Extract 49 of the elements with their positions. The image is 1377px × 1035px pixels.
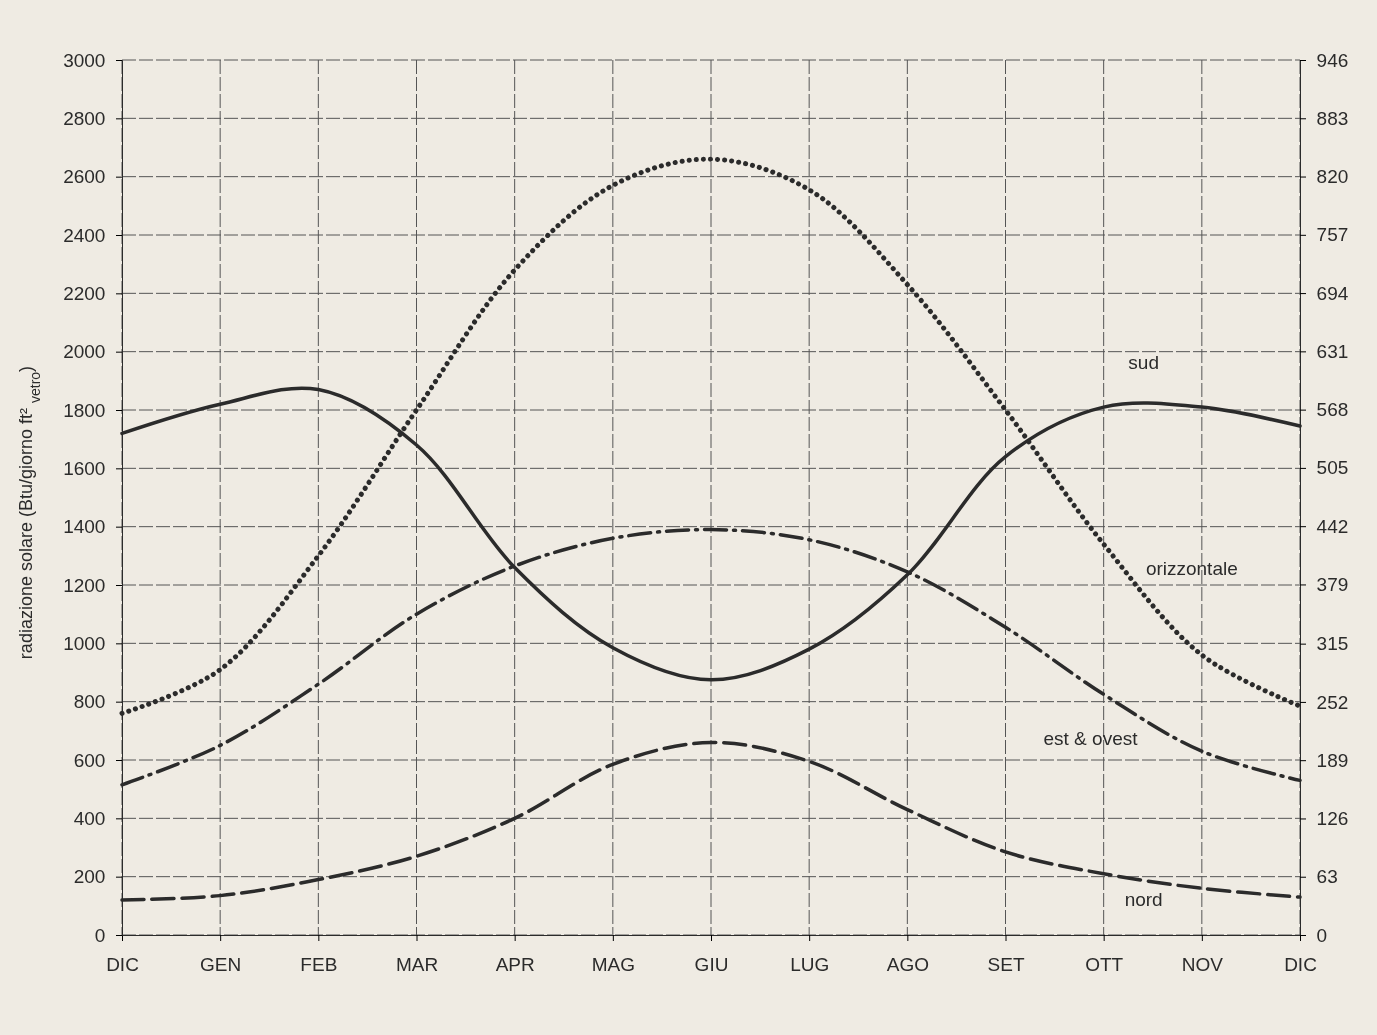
x-tick-label: MAR [395,953,439,975]
y2-tick-label: 946 [1316,49,1349,71]
x-tick-label: LUG [790,953,830,975]
series-label: nord [1124,888,1163,910]
y-tick-label: 1200 [63,574,106,596]
y2-tick-label: 568 [1316,399,1349,421]
y2-tick-label: 126 [1316,808,1349,830]
y-tick-label: 1000 [63,632,106,654]
y-tick-label: 3000 [63,49,106,71]
y2-tick-label: 189 [1316,749,1349,771]
x-tick-label: APR [495,953,535,975]
y2-tick-label: 883 [1316,107,1349,129]
y2-tick-label: 379 [1316,574,1349,596]
y-tick-label: 2000 [63,341,106,363]
x-tick-label: AGO [886,953,929,975]
y2-tick-label: 442 [1316,515,1349,537]
y2-tick-label: 252 [1316,691,1349,713]
y2-tick-label: 0 [1316,924,1328,946]
x-tick-label: GEN [200,953,242,975]
y-tick-label: 1600 [63,457,106,479]
x-tick-label: DIC [1284,953,1317,975]
y-tick-label: 2200 [63,282,106,304]
y-tick-label: 0 [94,924,106,946]
x-tick-label: NOV [1181,953,1224,975]
y-tick-label: 1400 [63,516,106,538]
y2-tick-label: 631 [1316,340,1349,362]
y2-tick-label: 63 [1316,866,1338,888]
y-tick-label: 400 [73,807,106,829]
x-tick-label: GIU [694,953,729,975]
y-tick-label: 600 [73,749,106,771]
x-tick-label: MAG [591,953,635,975]
y-tick-label: 2600 [63,166,106,188]
y2-tick-label: 315 [1316,633,1349,655]
y-tick-label: 800 [73,691,106,713]
x-tick-label: FEB [300,953,338,975]
series-label: orizzontale [1145,558,1238,579]
series-label: sud [1128,352,1159,374]
y2-tick-label: 757 [1316,224,1349,246]
series-label: est & ovest [1043,728,1139,750]
y2-tick-label: 820 [1316,166,1349,188]
y2-tick-label: 505 [1316,457,1349,479]
x-tick-label: OTT [1085,953,1124,975]
y-tick-label: 200 [73,866,106,888]
x-tick-label: SET [987,953,1025,975]
y-tick-label: 2400 [63,224,106,246]
y-tick-label: 2800 [63,107,106,129]
x-tick-label: DIC [106,953,139,975]
y-tick-label: 1800 [63,399,106,421]
y2-tick-label: 694 [1316,282,1349,304]
